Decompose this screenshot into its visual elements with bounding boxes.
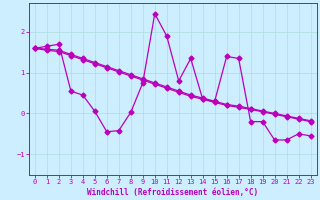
X-axis label: Windchill (Refroidissement éolien,°C): Windchill (Refroidissement éolien,°C) xyxy=(87,188,258,197)
